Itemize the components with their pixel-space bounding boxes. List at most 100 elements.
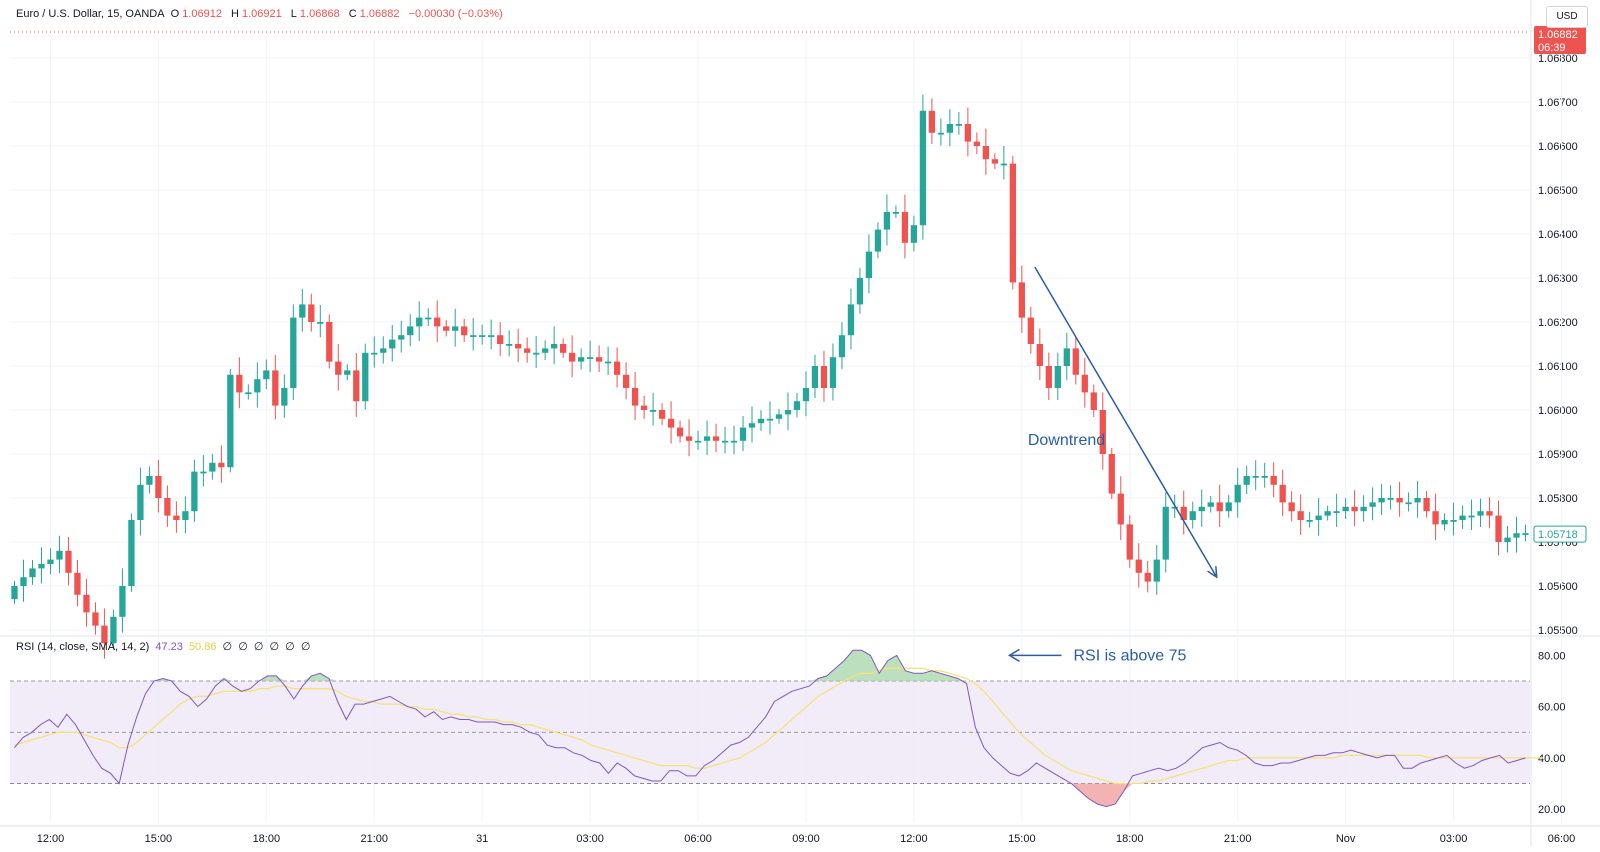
candle bbox=[685, 419, 693, 457]
candle-body bbox=[479, 335, 486, 337]
time-tick-label: 12:00 bbox=[37, 833, 65, 845]
candle-body bbox=[164, 498, 171, 516]
rsi-line bbox=[14, 649, 1526, 808]
candle bbox=[667, 401, 675, 444]
last-price-badge bbox=[1534, 26, 1586, 54]
candle bbox=[272, 354, 279, 420]
candle-body bbox=[1108, 454, 1115, 494]
candle-body bbox=[586, 357, 594, 359]
candle bbox=[739, 416, 747, 452]
candle-body bbox=[604, 361, 612, 364]
candle-body bbox=[506, 344, 513, 346]
candle bbox=[595, 345, 603, 373]
time-tick-label: 06:00 bbox=[684, 833, 712, 845]
price-tick-label: 1.05800 bbox=[1538, 493, 1578, 505]
candle-body bbox=[11, 586, 18, 600]
price-tick-label: 1.05600 bbox=[1538, 581, 1578, 593]
candle bbox=[1126, 515, 1133, 568]
candle-body bbox=[775, 414, 783, 419]
countdown-badge-text: 06:39 bbox=[1538, 42, 1566, 54]
rsi-label: RSI (14, close, SMA, 14, 2) bbox=[16, 641, 150, 653]
candle bbox=[254, 362, 261, 408]
candle-body bbox=[811, 366, 819, 388]
candle-body bbox=[29, 568, 36, 578]
candle bbox=[506, 330, 513, 357]
candle bbox=[874, 222, 882, 259]
candle-body bbox=[497, 335, 504, 344]
candle bbox=[317, 305, 324, 338]
candle bbox=[515, 328, 522, 363]
candle-body bbox=[398, 335, 405, 340]
currency-button[interactable]: USD bbox=[1546, 6, 1588, 28]
candle bbox=[245, 384, 252, 400]
last-price-badge-text: 1.06882 bbox=[1538, 29, 1578, 41]
candle bbox=[1360, 495, 1367, 522]
candle-body bbox=[901, 212, 909, 243]
candle-body bbox=[83, 594, 90, 613]
candle-body bbox=[685, 436, 693, 441]
candle-body bbox=[425, 317, 432, 320]
candle bbox=[227, 369, 234, 473]
rsi-overbought-fill bbox=[154, 650, 967, 682]
candle bbox=[1423, 491, 1430, 518]
candle-body bbox=[955, 124, 963, 126]
candle bbox=[47, 548, 54, 575]
rsi-tick-label: 20.00 bbox=[1538, 804, 1566, 816]
price-tick-label: 1.06200 bbox=[1538, 317, 1578, 329]
candle-body bbox=[299, 304, 306, 318]
candle-body bbox=[1288, 502, 1295, 512]
candle-body bbox=[991, 159, 998, 164]
candle bbox=[694, 430, 702, 450]
candle-body bbox=[1441, 520, 1448, 525]
candle bbox=[658, 403, 666, 425]
candle-body bbox=[245, 392, 252, 395]
candle-body bbox=[1225, 502, 1232, 512]
candle bbox=[559, 338, 567, 358]
candle-body bbox=[676, 427, 684, 437]
candle bbox=[577, 348, 585, 370]
candle bbox=[1072, 337, 1079, 385]
rsi-placeholder-2: ∅ bbox=[238, 641, 248, 653]
candle bbox=[838, 322, 846, 369]
candle-body bbox=[640, 405, 648, 410]
candle bbox=[20, 559, 27, 602]
time-tick-label: Nov bbox=[1336, 833, 1356, 845]
candle-body bbox=[874, 229, 882, 252]
candle-body bbox=[1045, 366, 1052, 388]
candle-body bbox=[1135, 559, 1142, 573]
candle-body bbox=[353, 370, 360, 402]
candle bbox=[29, 559, 36, 585]
ohlc-high: H 1.06921 bbox=[231, 8, 282, 20]
ohlc-change: −0.00030 (−0.03%) bbox=[408, 8, 503, 20]
candle bbox=[74, 559, 81, 607]
candle bbox=[1144, 560, 1151, 593]
candle bbox=[533, 335, 540, 368]
candle bbox=[820, 350, 828, 402]
candle-body bbox=[1513, 533, 1520, 538]
candle bbox=[1162, 492, 1169, 573]
candle-body bbox=[1117, 493, 1124, 525]
candle-body bbox=[173, 515, 180, 520]
candle-body bbox=[1360, 506, 1367, 512]
candle-body bbox=[559, 344, 567, 353]
candle-body bbox=[272, 370, 279, 406]
candle bbox=[1504, 525, 1511, 553]
candle bbox=[1063, 332, 1070, 380]
candle bbox=[703, 420, 711, 456]
candle-body bbox=[820, 366, 828, 388]
candle-body bbox=[1297, 511, 1304, 520]
candle-body bbox=[1432, 511, 1439, 525]
candle-body bbox=[856, 278, 864, 305]
candle-body bbox=[1477, 511, 1484, 516]
candle-body bbox=[1054, 366, 1061, 388]
price-tick-label: 1.06000 bbox=[1538, 405, 1578, 417]
candle bbox=[173, 501, 180, 533]
candle-body bbox=[461, 326, 468, 336]
candle-body bbox=[865, 251, 873, 278]
candle bbox=[1522, 524, 1529, 542]
candle-body bbox=[20, 577, 27, 586]
candle bbox=[1468, 499, 1475, 531]
candle-body bbox=[47, 559, 54, 564]
